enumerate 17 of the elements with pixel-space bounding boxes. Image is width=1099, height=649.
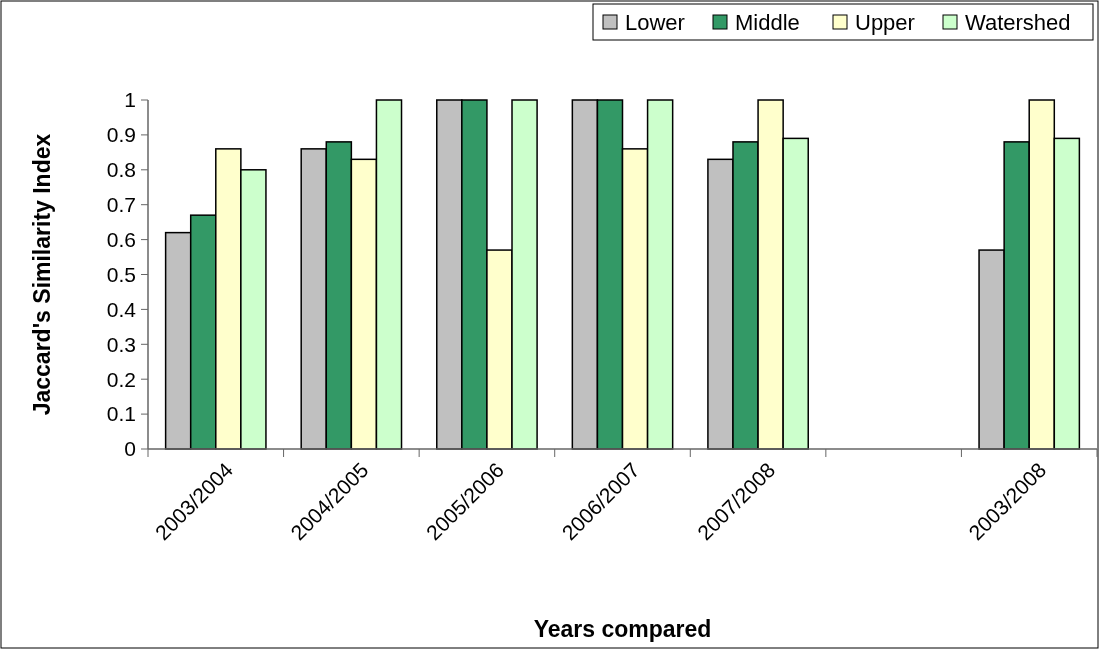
legend-label: Upper xyxy=(855,9,915,35)
y-tick-label: 0.7 xyxy=(106,193,136,217)
legend-label: Middle xyxy=(735,9,800,35)
y-tick-label: 1 xyxy=(124,88,136,112)
y-tick-label: 0.8 xyxy=(106,158,136,182)
y-axis-title: Jaccard's Similarity Index xyxy=(29,133,55,416)
y-tick-label: 0.3 xyxy=(106,332,136,356)
y-tick-label: 0.4 xyxy=(106,297,137,321)
y-tick-label: 0.9 xyxy=(106,123,136,147)
legend-label: Watershed xyxy=(965,9,1071,35)
y-tick-label: 0.2 xyxy=(106,367,136,391)
y-tick-label: 0.5 xyxy=(106,262,136,286)
x-axis-title: Years compared xyxy=(533,616,712,642)
y-tick-label: 0 xyxy=(124,437,136,461)
y-tick-label: 0.6 xyxy=(106,227,136,251)
legend-label: Lower xyxy=(625,9,685,35)
y-tick-label: 0.1 xyxy=(106,402,136,426)
